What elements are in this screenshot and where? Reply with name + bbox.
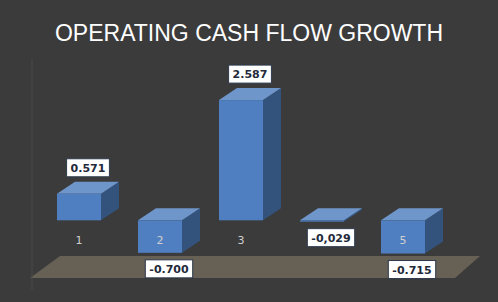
x-tick-label: 2 (157, 234, 164, 247)
data-labels: 0.571 -0.700 2.587 -0,029 -0.715 (67, 65, 436, 278)
data-label: 0.571 (71, 162, 106, 175)
bar-front (300, 220, 344, 221)
bar-top (300, 208, 362, 220)
bar (138, 208, 200, 253)
bar (219, 88, 281, 220)
data-label-box (229, 65, 272, 83)
floor (30, 256, 480, 278)
data-label: -0,029 (311, 232, 350, 245)
x-tick-label: 5 (400, 234, 407, 247)
bar-front (219, 100, 263, 220)
bars (57, 88, 443, 253)
bar (57, 182, 119, 221)
bar-front (381, 220, 425, 253)
title: OPERATING CASH FLOW GROWTH (55, 20, 443, 46)
data-label-box (67, 159, 110, 177)
data-label: 2.587 (233, 68, 268, 81)
bar-top (57, 182, 119, 194)
data-label-box (388, 261, 435, 279)
x-tick-labels: 1 2 3 5 (76, 234, 407, 247)
bar (381, 208, 443, 253)
x-tick-label: 1 (76, 234, 83, 247)
bar-top (219, 88, 281, 100)
data-label-box (307, 229, 354, 247)
bar-front (138, 220, 182, 253)
bar (300, 208, 362, 221)
x-tick-label: 3 (238, 234, 245, 247)
bar-side (263, 88, 281, 220)
bar-front (57, 194, 101, 221)
bar-top (381, 208, 443, 220)
chart: OPERATING CASH FLOW GROWTH 1 2 3 5 0.571 -0.70… (0, 0, 498, 302)
data-label-box (145, 260, 192, 278)
background (0, 0, 498, 302)
bar-top (138, 208, 200, 220)
value-axis (32, 60, 33, 290)
data-label: -0.715 (392, 264, 431, 277)
data-label: -0.700 (149, 263, 189, 276)
